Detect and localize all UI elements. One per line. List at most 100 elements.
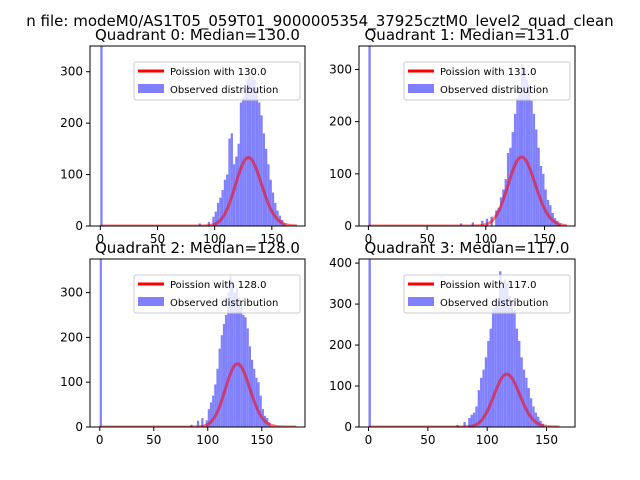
histogram-bar	[471, 222, 475, 226]
histogram-bar	[226, 174, 229, 226]
histogram-bar	[255, 377, 258, 427]
y-tick-label: 200	[60, 116, 83, 130]
histogram-bar	[255, 87, 259, 226]
y-tick-label: 0	[75, 219, 83, 233]
histogram-bar	[220, 335, 223, 427]
histogram-bar	[520, 357, 523, 427]
x-tick-label: 100	[476, 433, 499, 447]
histogram-bar	[528, 85, 531, 226]
legend-box	[403, 274, 571, 314]
plot-area	[368, 46, 567, 226]
histogram-bar	[532, 113, 536, 226]
histogram-bar	[216, 202, 220, 226]
histogram-bar	[503, 279, 507, 427]
histogram-bar	[231, 281, 234, 427]
quadrant-1-panel: Quadrant 1: Median=131.0 0 50 100 150 0 100 200…	[329, 26, 576, 246]
histogram-bar	[269, 179, 272, 226]
legend-label-poisson: Poission with 128.0	[170, 280, 266, 291]
histogram-bar	[513, 310, 516, 427]
histogram-bar	[537, 147, 540, 226]
x-tick-label: 150	[250, 433, 273, 447]
axes-frame	[358, 258, 576, 428]
x-tick-label: 150	[260, 232, 283, 246]
histogram-bar	[534, 412, 538, 427]
histogram-bar	[221, 190, 224, 226]
histogram-bar	[470, 414, 473, 427]
y-tick-label: 300	[60, 286, 83, 300]
histogram-bar	[468, 417, 471, 427]
quadrant-title: Quadrant 2: Median=128.0	[95, 239, 300, 257]
histogram-bar	[518, 340, 521, 427]
histogram-bar	[472, 412, 476, 427]
histogram-bar	[532, 406, 535, 427]
histogram-bar	[497, 207, 500, 226]
histogram-bar	[495, 210, 498, 226]
legend-box	[133, 274, 301, 314]
legend-label-poisson: Poission with 130.0	[170, 67, 266, 78]
histogram-bar	[523, 66, 526, 226]
histogram-bar	[258, 102, 261, 226]
histogram-bar	[253, 79, 256, 226]
y-tick-label: 200	[60, 330, 83, 344]
figure-suptitle: n file: modeM0/AS1T05_059T01_9000005354_…	[26, 12, 613, 31]
histogram-bar	[510, 299, 514, 427]
x-tick-label: 0	[96, 433, 104, 447]
x-tick-label: 50	[419, 232, 434, 246]
legend-label-observed: Observed distribution	[440, 85, 548, 96]
histogram-bar	[522, 369, 526, 427]
histogram-bar	[539, 166, 543, 226]
legend-label-poisson: Poission with 117.0	[440, 280, 536, 291]
y-tick-label: 300	[329, 297, 352, 311]
y-tick-label: 0	[75, 420, 83, 434]
histogram-bar	[235, 288, 239, 427]
x-tick-label: 100	[203, 232, 226, 246]
x-tick-label: 50	[420, 433, 435, 447]
legend: Poission with 131.0 Observed distribution	[403, 61, 571, 101]
plot-area	[99, 259, 297, 427]
histogram-bar	[232, 164, 236, 226]
histogram-bar	[99, 259, 102, 427]
histogram-bar	[463, 422, 466, 427]
histogram-bar	[207, 221, 211, 226]
quadrant-title: Quadrant 3: Median=117.0	[365, 239, 570, 257]
histogram-bar	[529, 398, 533, 427]
histogram-bar	[233, 292, 236, 427]
legend-label-observed: Observed distribution	[170, 85, 278, 96]
histogram-bar	[549, 205, 552, 226]
histogram-bar	[491, 308, 495, 427]
histogram-bar	[481, 220, 484, 226]
histogram-bar	[502, 189, 505, 226]
axes-frame	[89, 45, 306, 227]
x-tick-label: 0	[365, 232, 373, 246]
y-tick-label: 100	[329, 167, 352, 181]
histogram-bar	[485, 218, 489, 226]
histogram-bar	[368, 46, 371, 226]
legend-label-poisson: Poission with 131.0	[440, 67, 536, 78]
histogram-bar	[530, 100, 533, 226]
histogram-bar	[271, 192, 275, 226]
x-tick-label: 150	[533, 232, 556, 246]
histogram-bar	[223, 179, 227, 226]
histogram-bar	[487, 340, 490, 427]
y-tick-label: 300	[60, 65, 83, 79]
histogram-bar	[214, 384, 217, 427]
y-tick-label: 0	[344, 420, 352, 434]
histogram-bar	[212, 395, 215, 427]
histogram-bar	[260, 115, 263, 226]
legend: Poission with 117.0 Observed distribution	[403, 274, 571, 314]
histogram-bar	[480, 377, 483, 427]
legend-bar-swatch	[408, 84, 434, 93]
histogram-bar	[209, 402, 213, 427]
histogram-bar	[527, 388, 530, 427]
histogram-bar	[196, 420, 200, 427]
legend-box	[133, 61, 301, 101]
histogram-bar	[513, 113, 517, 226]
quadrant-0-panel: Quadrant 0: Median=130.0 0 50 100 150 0 100 200…	[60, 26, 306, 246]
legend-bar-swatch	[138, 297, 164, 306]
legend-bar-swatch	[408, 297, 434, 306]
histogram-bar	[214, 211, 217, 226]
histogram-bar	[509, 147, 512, 226]
histogram-bar	[222, 323, 226, 427]
histogram-bar	[484, 357, 488, 427]
